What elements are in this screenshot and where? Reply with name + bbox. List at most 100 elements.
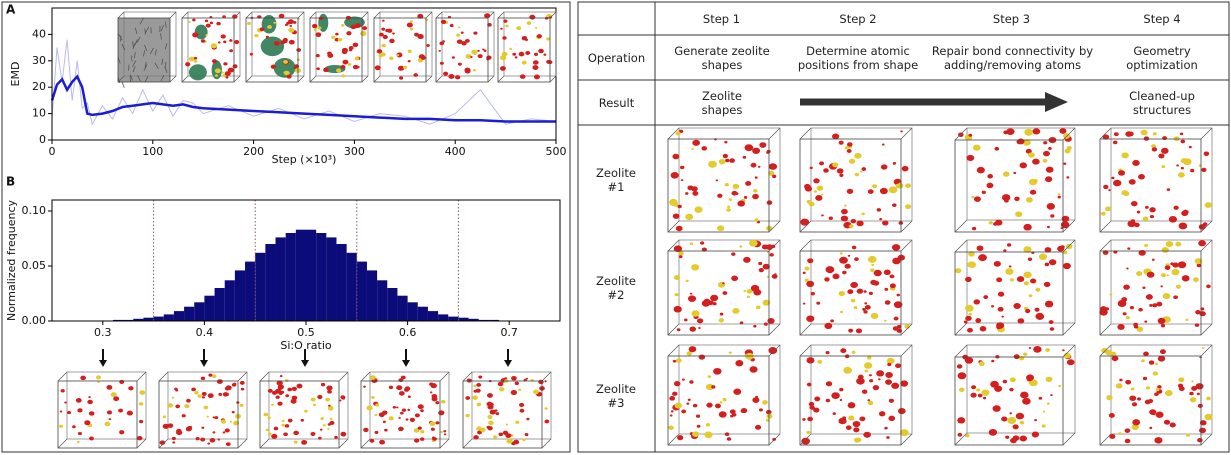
thumbnail-atom: [396, 385, 402, 390]
thumbnail-atom: [1197, 438, 1203, 442]
thumbnail-atom: [854, 153, 861, 159]
row-label: Zeolite #1: [590, 125, 642, 235]
thumbnail-atom: [1130, 306, 1134, 309]
thumbnail-atom: [876, 370, 884, 376]
thumbnail-atom: [127, 411, 133, 416]
thumbnail-atom: [675, 403, 682, 409]
thumbnail-atom: [871, 313, 879, 319]
thumbnail-atom: [360, 31, 366, 36]
thumbnail-atom: [527, 21, 532, 25]
thumbnail-atom: [955, 268, 961, 273]
thumbnail-box: [800, 139, 901, 232]
thumbnail-atom: [1020, 162, 1027, 168]
thumbnail-atom: [759, 268, 764, 272]
thumbnail-atom: [1129, 179, 1136, 185]
thumbnail-atom: [441, 20, 446, 24]
thumbnail-atom: [970, 393, 976, 398]
thumbnail-atom: [730, 409, 736, 414]
thumbnail-atom: [892, 244, 900, 251]
thumbnail-atom: [982, 191, 986, 194]
thumbnail-atom: [723, 154, 728, 158]
thumbnail-atom: [978, 394, 983, 398]
thumbnail-atom: [348, 63, 352, 66]
thumbnail-atom: [1149, 409, 1156, 415]
thumbnail-atom: [890, 274, 895, 278]
y-tick-label: 40: [32, 27, 46, 40]
x-tick-label: 200: [243, 145, 264, 158]
thumbnail-edge: [1063, 433, 1075, 445]
thumbnail-atom: [1156, 302, 1162, 307]
thumbnail-atom: [137, 436, 142, 440]
thumbnail-atom: [1058, 193, 1061, 195]
thumbnail-atom: [720, 401, 723, 403]
thumbnail-atom: [440, 62, 444, 65]
thumbnail-atom: [328, 423, 331, 426]
thumbnail-atom: [285, 424, 289, 428]
thumbnail-edge: [374, 12, 380, 18]
thumbnail-atom: [720, 313, 724, 316]
thumbnail-atom: [677, 205, 681, 208]
thumbnail-atom: [334, 436, 338, 439]
thumbnail-atom: [533, 390, 539, 395]
thumbnail-atom: [89, 437, 94, 441]
thumbnail-atom: [700, 241, 704, 244]
thumbnail-atom: [706, 423, 710, 426]
thumbnail-atom: [128, 386, 133, 390]
thumbnail-atom: [671, 172, 679, 179]
thumbnail-edge: [362, 12, 368, 18]
thumbnail-atom: [976, 388, 980, 391]
thumbnail-atom: [544, 420, 549, 424]
thumbnail-atom: [221, 420, 226, 424]
thumbnail-edge: [426, 12, 432, 18]
thumbnail-atom: [691, 186, 697, 191]
thumbnail-atom: [688, 295, 696, 301]
thumbnail-atom: [1206, 397, 1211, 401]
thumbnail-atom: [882, 220, 888, 225]
thumbnail-atom: [983, 397, 986, 400]
thumbnail-atom: [480, 428, 486, 433]
thumbnail-atom: [1154, 437, 1162, 443]
thumbnail-atom: [519, 409, 524, 413]
thumbnail-atom: [972, 227, 976, 230]
thumbnail-atom: [271, 404, 274, 406]
thumbnail-atom: [1138, 308, 1143, 312]
thumbnail-atom: [1045, 301, 1053, 308]
row-label: Zeolite #3: [590, 340, 642, 452]
thumbnail-atom: [704, 248, 707, 250]
thumbnail-atom: [407, 23, 413, 28]
thumbnail-atom: [1179, 223, 1188, 230]
thumbnail-atom: [487, 415, 492, 419]
thumbnail-atom: [327, 390, 332, 394]
thumbnail-atom: [1190, 169, 1194, 172]
thumbnail-atom: [1039, 254, 1047, 261]
thumbnail-atom: [755, 396, 758, 398]
thumbnail-atom: [375, 414, 378, 416]
thumbnail-atom: [439, 50, 441, 52]
thumbnail-atom: [430, 391, 432, 393]
thumbnail-atom: [851, 219, 857, 223]
thumbnail-atom: [691, 148, 694, 150]
thumbnail-atom: [240, 381, 245, 385]
thumbnail-atom: [221, 71, 224, 73]
thumbnail-atom: [1013, 172, 1016, 174]
thumbnail-atom: [342, 50, 347, 54]
thumbnail-atom: [1183, 210, 1187, 213]
thumbnail-atom: [1109, 413, 1115, 418]
thumbnail-atom: [288, 419, 293, 423]
x-axis-label: Step (×10³): [272, 153, 337, 166]
thumbnail-atom: [839, 257, 848, 264]
thumbnail-atom: [879, 218, 882, 220]
thumbnail-atom: [1063, 263, 1071, 269]
thumbnail-atom: [1048, 147, 1052, 150]
thumbnail-atom: [139, 402, 143, 406]
thumbnail-atom: [1103, 185, 1108, 189]
thumbnail-atom: [78, 432, 82, 435]
thumbnail-atom: [1024, 129, 1033, 136]
thumbnail-atom: [693, 404, 697, 408]
thumbnail-atom: [76, 398, 82, 403]
thumbnail-atom: [1131, 201, 1138, 206]
thumbnail-atom: [840, 399, 843, 401]
thumbnail-atom: [868, 189, 874, 194]
thumbnail-atom: [1153, 132, 1157, 135]
thumbnail-atom: [884, 270, 891, 276]
